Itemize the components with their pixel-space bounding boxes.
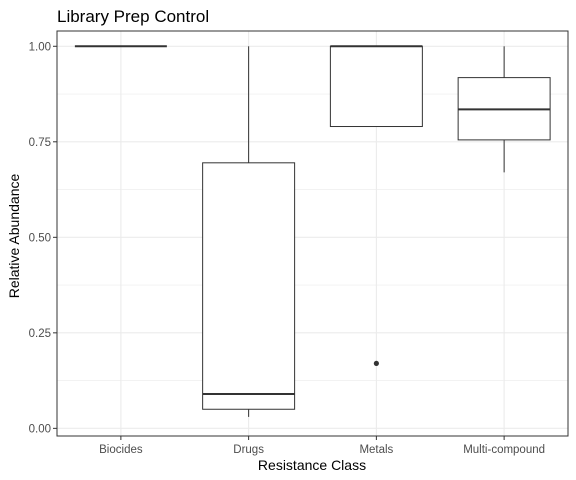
- x-tick-label: Multi-compound: [463, 444, 545, 456]
- x-tick-label: Metals: [359, 444, 393, 456]
- x-tick-label: Biocides: [99, 444, 143, 456]
- x-axis: Biocides Drugs Metals Multi-compound: [99, 436, 545, 456]
- box-body: [202, 162, 296, 410]
- box-drugs: [202, 46, 296, 417]
- y-tick-label: 0.75: [29, 137, 51, 149]
- panel-border: [56, 30, 569, 437]
- x-axis-title: Resistance Class: [258, 457, 366, 473]
- outlier-point: [373, 360, 379, 367]
- y-axis-title: Relative Abundance: [6, 174, 22, 299]
- x-tick-label: Drugs: [233, 444, 264, 456]
- box-series: [74, 45, 551, 417]
- y-tick-label: 1.00: [29, 41, 51, 53]
- box-body: [329, 45, 423, 128]
- y-tick-label: 0.25: [29, 328, 51, 340]
- y-tick-label: 0.50: [29, 232, 51, 244]
- chart-title: Library Prep Control: [57, 7, 209, 26]
- box-metals: [329, 45, 423, 367]
- y-tick-label: 0.00: [29, 423, 51, 435]
- box-multi-compound: [457, 46, 551, 173]
- y-axis: 0.00 0.25 0.50 0.75 1.00: [29, 41, 57, 435]
